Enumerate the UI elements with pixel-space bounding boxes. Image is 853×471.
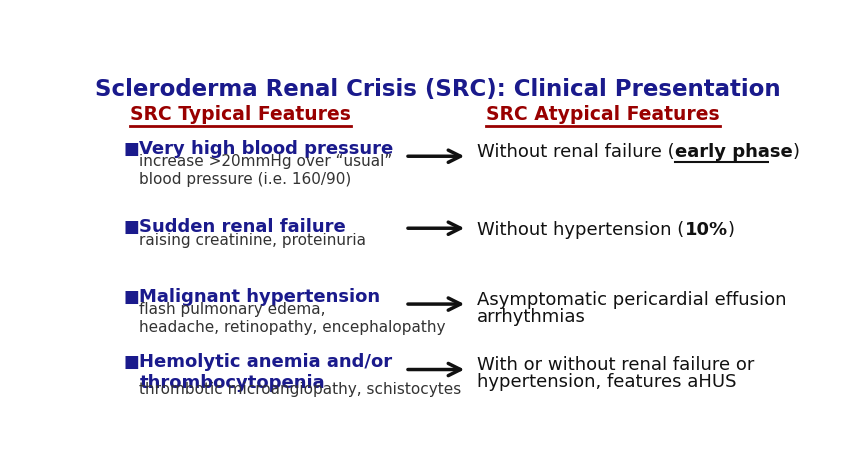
Text: Scleroderma Renal Crisis (SRC): Clinical Presentation: Scleroderma Renal Crisis (SRC): Clinical… [95,78,780,101]
Text: increase >20mmHg over “usual”
blood pressure (i.e. 160/90): increase >20mmHg over “usual” blood pres… [139,154,392,187]
Text: raising creatinine, proteinuria: raising creatinine, proteinuria [139,233,366,248]
Text: Asymptomatic pericardial effusion: Asymptomatic pericardial effusion [477,291,786,309]
Text: thrombotic microangiopathy, schistocytes: thrombotic microangiopathy, schistocytes [139,382,461,397]
Text: SRC Atypical Features: SRC Atypical Features [486,105,719,124]
Text: Sudden renal failure: Sudden renal failure [139,218,345,236]
Text: arrhythmias: arrhythmias [477,308,585,325]
Text: ■: ■ [124,218,139,236]
Text: ): ) [792,143,798,161]
Text: ■: ■ [124,287,139,306]
Text: ■: ■ [124,353,139,371]
Text: Malignant hypertension: Malignant hypertension [139,287,380,306]
Text: Very high blood pressure: Very high blood pressure [139,140,393,158]
Text: early phase: early phase [674,143,792,161]
Text: ): ) [727,221,734,239]
Text: 10%: 10% [683,221,727,239]
Text: SRC Typical Features: SRC Typical Features [130,105,351,124]
Text: ■: ■ [124,140,139,158]
Text: Hemolytic anemia and/or
thrombocytopenia: Hemolytic anemia and/or thrombocytopenia [139,353,392,392]
Text: Without renal failure (: Without renal failure ( [477,143,674,161]
Text: Without hypertension (: Without hypertension ( [477,221,683,239]
Text: hypertension, features aHUS: hypertension, features aHUS [477,373,736,391]
Text: flash pulmonary edema,
headache, retinopathy, encephalopathy: flash pulmonary edema, headache, retinop… [139,302,445,334]
Text: With or without renal failure or: With or without renal failure or [477,356,754,374]
